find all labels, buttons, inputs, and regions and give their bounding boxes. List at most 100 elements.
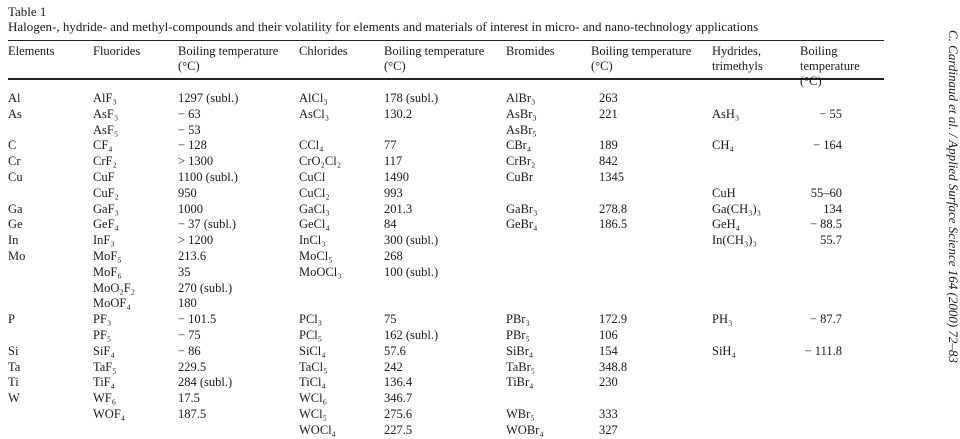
- cell-hydride-bp: [800, 375, 884, 391]
- cell-hydride: [712, 91, 800, 107]
- cell-bromide: [506, 186, 591, 202]
- cell-bromide-bp: [591, 391, 712, 407]
- cell-chloride: [299, 296, 384, 312]
- cell-element: In: [8, 233, 19, 248]
- cell-chloride: CCl₄: [299, 138, 324, 153]
- cell-hydride-bp: [800, 407, 884, 423]
- cell-hydride: [712, 123, 800, 139]
- cell-chloride: CuCl₂: [299, 185, 330, 200]
- cell-fluoride: TiF₄: [93, 375, 115, 390]
- cell-element: [8, 281, 93, 297]
- cell-fluoride-bp: 35: [178, 264, 191, 279]
- cell-bromide: PBr₃: [506, 312, 530, 327]
- cell-hydride: GeH₄: [712, 217, 740, 232]
- cell-bromide-bp: [591, 186, 712, 202]
- table-label: Table 1: [8, 4, 47, 19]
- cell-bromide-bp: [591, 296, 712, 312]
- cell-element: [8, 296, 93, 312]
- table-row: Ta TaF₅ 229.5 TaCl₅ 242 TaBr₅ 348.8: [8, 360, 884, 376]
- cell-element: Ga: [8, 201, 23, 216]
- cell-hydride-bp: [800, 296, 884, 312]
- cell-element: C: [8, 138, 17, 153]
- cell-hydride: PH₃: [712, 312, 733, 327]
- cell-bromide: WBr₅: [506, 406, 535, 421]
- cell-fluoride-bp: 187.5: [178, 406, 207, 421]
- cell-hydride: [712, 407, 800, 423]
- header-bromide-bp: Boiling temperature (°C): [591, 44, 692, 73]
- cell-bromide-bp: 230: [599, 375, 618, 390]
- cell-chloride-bp: 136.4: [384, 375, 413, 390]
- cell-chloride-bp: [384, 281, 506, 297]
- cell-bromide: [506, 233, 591, 249]
- header-element: Elements: [8, 44, 55, 58]
- cell-bromide: GeBr₄: [506, 217, 538, 232]
- cell-chloride-bp: 346.7: [384, 391, 413, 406]
- cell-chloride: [299, 281, 384, 297]
- cell-fluoride: CuF: [93, 169, 115, 184]
- cell-hydride: SiH₄: [712, 343, 736, 358]
- running-head: C. Cardinaud et al. / Applied Surface Sc…: [946, 30, 960, 363]
- cell-fluoride-bp: 1000: [178, 201, 203, 216]
- cell-bromide: [506, 249, 591, 265]
- cell-fluoride: CrF₂: [93, 154, 117, 169]
- cell-chloride: AsCl₃: [299, 106, 330, 121]
- cell-chloride-bp: 162 (subl.): [384, 327, 439, 342]
- cell-bromide-bp: 333: [599, 406, 618, 421]
- table-row: WOF₄ 187.5 WCl₅ 275.6 WBr₅ 333: [8, 407, 884, 423]
- cell-chloride: GeCl₄: [299, 217, 330, 232]
- top-rule: [8, 40, 884, 41]
- cell-fluoride: MoO₂F₂: [93, 280, 136, 295]
- cell-hydride-bp: − 164: [813, 138, 842, 153]
- cell-hydride: [712, 154, 800, 170]
- cell-bromide: CuBr: [506, 169, 534, 184]
- cell-bromide-bp: 172.9: [599, 312, 628, 327]
- cell-hydride: [712, 375, 800, 391]
- cell-hydride-bp: 55.7: [820, 233, 842, 248]
- cell-hydride-bp: [800, 91, 884, 107]
- cell-fluoride-bp: 229.5: [178, 359, 207, 374]
- cell-fluoride-bp: − 128: [178, 138, 207, 153]
- cell-chloride-bp: 178 (subl.): [384, 91, 439, 105]
- cell-hydride-bp: [800, 328, 884, 344]
- cell-hydride-bp: [800, 360, 884, 376]
- cell-hydride: AsH₃: [712, 106, 740, 121]
- cell-fluoride-bp: 284 (subl.): [178, 375, 233, 390]
- cell-hydride: [712, 249, 800, 265]
- cell-bromide-bp: 154: [599, 343, 618, 358]
- cell-hydride: CuH: [712, 185, 736, 200]
- cell-hydride-bp: [800, 123, 884, 139]
- table-row: AsF₅ − 53 AsBr₅: [8, 123, 884, 139]
- cell-chloride-bp: 275.6: [384, 406, 413, 421]
- cell-fluoride: WOF₄: [93, 406, 126, 421]
- cell-bromide-bp: [591, 233, 712, 249]
- cell-chloride-bp: 75: [384, 312, 397, 327]
- cell-hydride-bp: 55–60: [810, 185, 842, 200]
- cell-fluoride: TaF₅: [93, 359, 117, 374]
- cell-hydride: [712, 265, 800, 281]
- table-row: MoOF₄ 180: [8, 296, 884, 312]
- cell-fluoride-bp: > 1200: [178, 233, 214, 248]
- cell-chloride-bp: 84: [384, 217, 397, 232]
- cell-fluoride: SiF₄: [93, 343, 115, 358]
- cell-hydride-bp: 134: [823, 201, 842, 216]
- cell-chloride: TaCl₅: [299, 359, 328, 374]
- cell-chloride: TiCl₄: [299, 375, 326, 390]
- cell-fluoride-bp: − 63: [178, 106, 201, 121]
- cell-bromide-bp: 106: [599, 327, 618, 342]
- cell-fluoride: PF₃: [93, 312, 112, 327]
- cell-fluoride: AsF₅: [93, 122, 119, 137]
- cell-fluoride: WF₆: [93, 391, 117, 406]
- cell-element: Cu: [8, 169, 23, 184]
- cell-chloride: SiCl₄: [299, 343, 326, 358]
- table-row: MoF₆ 35 MoOCl₃ 100 (subl.): [8, 265, 884, 281]
- cell-bromide-bp: 221: [599, 106, 618, 121]
- cell-chloride-bp: 201.3: [384, 201, 413, 216]
- cell-hydride: [712, 281, 800, 297]
- cell-bromide: AsBr₃: [506, 106, 537, 121]
- cell-bromide: CrBr₂: [506, 154, 536, 169]
- table-row: Si SiF₄ − 86 SiCl₄ 57.6 SiBr₄ 154 SiH₄ − 111.8: [8, 344, 884, 360]
- cell-bromide-bp: [591, 265, 712, 281]
- cell-chloride-bp: 117: [384, 154, 403, 169]
- cell-hydride: [712, 360, 800, 376]
- cell-fluoride: GeF₄: [93, 217, 119, 232]
